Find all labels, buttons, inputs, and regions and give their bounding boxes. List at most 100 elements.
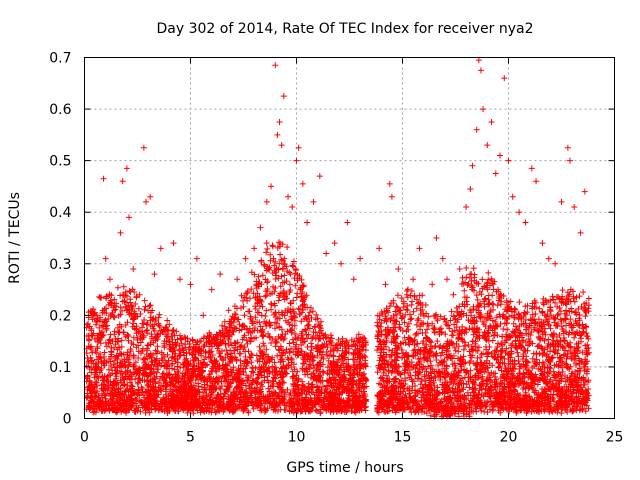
data-point bbox=[494, 302, 501, 309]
data-point bbox=[473, 292, 480, 299]
data-point bbox=[154, 369, 161, 376]
data-point bbox=[258, 327, 265, 334]
data-point bbox=[135, 305, 142, 312]
data-point bbox=[482, 295, 489, 302]
data-point bbox=[272, 343, 279, 350]
data-point bbox=[148, 331, 155, 338]
data-point bbox=[536, 305, 543, 312]
data-point bbox=[491, 332, 498, 339]
data-point bbox=[305, 321, 312, 328]
data-point bbox=[504, 326, 511, 333]
data-point bbox=[120, 283, 127, 290]
data-point bbox=[306, 309, 313, 316]
data-point bbox=[260, 340, 267, 347]
data-point bbox=[259, 333, 266, 340]
data-point bbox=[374, 322, 381, 329]
data-point bbox=[281, 272, 288, 279]
data-point bbox=[130, 352, 137, 359]
data-point bbox=[92, 378, 99, 385]
data-point bbox=[286, 281, 293, 288]
data-point bbox=[576, 293, 583, 300]
data-point bbox=[320, 369, 327, 376]
data-point bbox=[263, 307, 270, 314]
data-point bbox=[547, 348, 554, 355]
data-point bbox=[219, 322, 226, 329]
data-point bbox=[558, 410, 565, 417]
data-point bbox=[286, 340, 293, 347]
data-point bbox=[580, 289, 587, 296]
data-point bbox=[451, 327, 458, 334]
data-point bbox=[461, 287, 468, 294]
data-point bbox=[407, 316, 414, 323]
data-point bbox=[217, 385, 224, 392]
data-point bbox=[416, 292, 423, 299]
data-point bbox=[293, 294, 300, 301]
data-point bbox=[458, 281, 465, 288]
data-point bbox=[431, 382, 438, 389]
data-point bbox=[540, 301, 547, 308]
data-point bbox=[335, 336, 342, 343]
data-point bbox=[177, 335, 184, 342]
data-point bbox=[277, 251, 284, 258]
data-point bbox=[264, 245, 271, 252]
data-point bbox=[317, 335, 324, 342]
data-point bbox=[258, 312, 265, 319]
data-point bbox=[475, 390, 482, 397]
data-point bbox=[103, 343, 110, 350]
data-point bbox=[551, 374, 558, 381]
data-point bbox=[324, 364, 331, 371]
data-point bbox=[287, 345, 294, 352]
data-point bbox=[111, 328, 118, 335]
data-point bbox=[310, 357, 317, 364]
data-point bbox=[448, 332, 455, 339]
data-point bbox=[248, 351, 255, 358]
data-point bbox=[410, 308, 417, 315]
data-point bbox=[141, 306, 148, 313]
data-points bbox=[83, 57, 592, 420]
data-point bbox=[408, 301, 415, 308]
data-point bbox=[262, 312, 269, 319]
data-point bbox=[463, 265, 470, 272]
data-point bbox=[292, 282, 299, 289]
data-point bbox=[459, 274, 466, 281]
data-point bbox=[147, 302, 154, 309]
data-point bbox=[258, 257, 265, 264]
data-point bbox=[488, 350, 495, 357]
data-point bbox=[539, 359, 546, 366]
data-point bbox=[323, 348, 330, 355]
data-point bbox=[514, 349, 521, 356]
data-point bbox=[255, 309, 262, 316]
data-point bbox=[118, 337, 125, 344]
data-point bbox=[170, 326, 177, 333]
data-point bbox=[335, 356, 342, 363]
data-point bbox=[446, 325, 453, 332]
data-point bbox=[427, 358, 434, 365]
data-point bbox=[313, 408, 320, 415]
data-point bbox=[375, 409, 382, 416]
data-point bbox=[127, 379, 134, 386]
data-point bbox=[430, 325, 437, 332]
data-point bbox=[559, 287, 566, 294]
data-point bbox=[536, 350, 543, 357]
data-point bbox=[125, 333, 132, 340]
data-point bbox=[362, 347, 369, 354]
data-point bbox=[412, 331, 419, 338]
data-point bbox=[174, 363, 181, 370]
data-point bbox=[497, 301, 504, 308]
data-point bbox=[256, 343, 263, 350]
data-point bbox=[142, 303, 149, 310]
data-point bbox=[290, 297, 297, 304]
data-point bbox=[146, 302, 153, 309]
data-point bbox=[477, 313, 484, 320]
data-point bbox=[272, 275, 279, 282]
data-point bbox=[295, 305, 302, 312]
data-point bbox=[500, 325, 507, 332]
data-point bbox=[132, 301, 139, 308]
data-point bbox=[245, 308, 252, 315]
data-point bbox=[156, 311, 163, 318]
data-point bbox=[388, 352, 395, 359]
data-point bbox=[486, 343, 493, 350]
data-point bbox=[479, 276, 486, 283]
data-point bbox=[267, 251, 274, 258]
